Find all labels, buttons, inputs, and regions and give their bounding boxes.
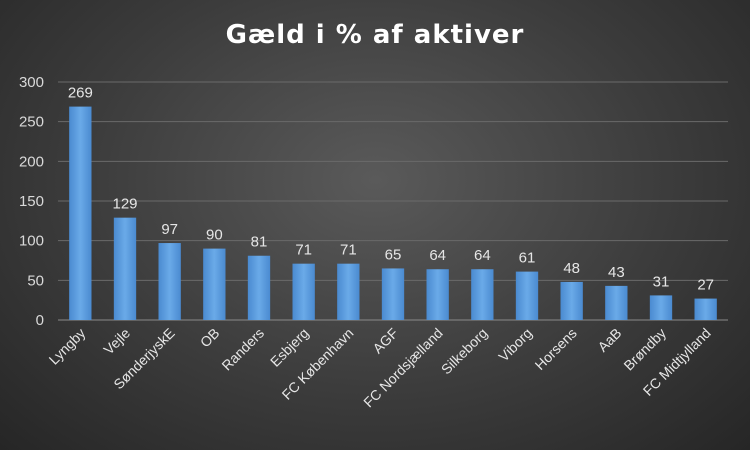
category-label: FC Nordsjælland <box>360 325 446 411</box>
y-axis-ticks: 0 50 100 150 200 250 300 <box>19 74 44 329</box>
category-label: Viborg <box>495 325 535 365</box>
category-label: Silkeborg <box>438 325 491 378</box>
y-tick-label: 0 <box>36 312 44 329</box>
category-label: Horsens <box>532 325 580 373</box>
data-label: 129 <box>112 196 137 213</box>
data-label: 65 <box>385 246 402 263</box>
bar <box>381 268 405 320</box>
data-label: 71 <box>295 242 312 259</box>
bar <box>426 269 449 320</box>
data-label: 43 <box>608 264 625 281</box>
category-label: Esbjerg <box>267 325 312 370</box>
data-label: 48 <box>563 260 580 277</box>
data-label: 97 <box>161 221 178 238</box>
bar <box>69 106 92 321</box>
data-labels: 269 129 97 90 81 71 71 65 64 64 61 48 43 31 27 <box>68 85 714 294</box>
bar <box>203 248 226 320</box>
bar <box>694 298 717 320</box>
data-label: 90 <box>206 227 223 244</box>
y-tick-label: 200 <box>19 153 44 170</box>
data-label: 31 <box>653 273 670 290</box>
category-label: OB <box>197 325 223 351</box>
bar <box>337 263 360 320</box>
data-label: 64 <box>429 247 446 264</box>
bar <box>158 243 181 320</box>
data-label: 61 <box>519 250 536 267</box>
bar <box>515 271 539 320</box>
bars <box>69 106 717 321</box>
category-label: AGF <box>369 325 401 357</box>
bar <box>649 295 673 320</box>
bar <box>560 281 583 320</box>
category-label: Lyngby <box>46 325 89 368</box>
y-tick-label: 300 <box>19 74 44 91</box>
bar <box>247 255 271 320</box>
category-label: Vejle <box>100 325 133 358</box>
bar <box>113 217 137 320</box>
category-label: AaB <box>594 325 624 355</box>
y-tick-label: 150 <box>19 193 44 210</box>
bar <box>471 269 494 320</box>
bar <box>292 263 315 320</box>
data-label: 27 <box>697 277 714 294</box>
bar <box>605 285 628 320</box>
category-label: Randers <box>218 325 267 374</box>
y-tick-label: 250 <box>19 114 44 131</box>
data-label: 64 <box>474 247 491 264</box>
data-label: 71 <box>340 242 357 259</box>
y-tick-label: 50 <box>27 272 44 289</box>
chart-title: Gæld i % af aktiver <box>225 20 525 50</box>
y-tick-label: 100 <box>19 233 44 250</box>
data-label: 269 <box>68 85 93 102</box>
data-label: 81 <box>251 234 268 251</box>
